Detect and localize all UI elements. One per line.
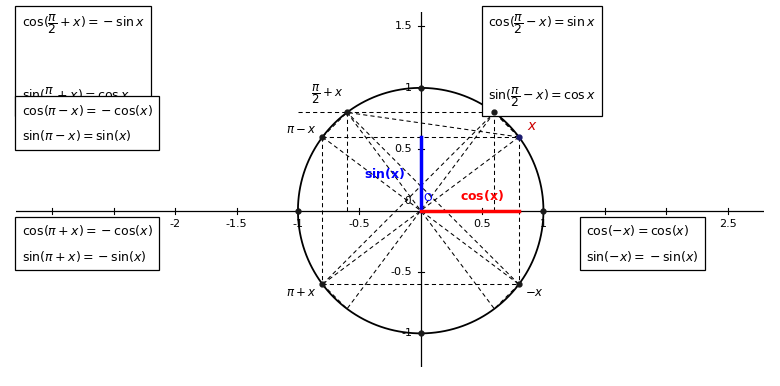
Text: $\cos(\dfrac{\pi}{2}+x)=-\sin x$

$\sin(\dfrac{\pi}{2}+x)=\cos x$: $\cos(\dfrac{\pi}{2}+x)=-\sin x$ $\sin(\… xyxy=(22,12,145,109)
Text: $\cos(\pi-x)=-\cos(x)$
$\sin(\pi-x)=\sin(x)$: $\cos(\pi-x)=-\cos(x)$ $\sin(\pi-x)=\sin… xyxy=(22,103,153,143)
Text: -1.5: -1.5 xyxy=(225,219,247,229)
Text: 0.5: 0.5 xyxy=(473,219,491,229)
Text: $\cos(\pi+x)=-\cos(x)$
$\sin(\pi+x)=-\sin(x)$: $\cos(\pi+x)=-\cos(x)$ $\sin(\pi+x)=-\si… xyxy=(22,223,153,264)
Text: $\mathbf{cos(x)}$: $\mathbf{cos(x)}$ xyxy=(460,188,504,203)
Text: 1: 1 xyxy=(540,219,547,229)
Text: -2.5: -2.5 xyxy=(103,219,125,229)
Text: $\dfrac{\pi}{2}+x$: $\dfrac{\pi}{2}+x$ xyxy=(311,83,343,106)
Text: $\pi-x$: $\pi-x$ xyxy=(285,123,317,136)
Text: 2: 2 xyxy=(663,219,670,229)
Text: -1: -1 xyxy=(401,328,412,339)
Text: -1: -1 xyxy=(292,219,303,229)
Text: 0: 0 xyxy=(404,196,411,206)
Text: O: O xyxy=(423,193,432,203)
Text: 0.5: 0.5 xyxy=(395,144,412,154)
Text: $\cos(-x)=\cos(x)$
$\sin(-x)=-\sin(x)$: $\cos(-x)=\cos(x)$ $\sin(-x)=-\sin(x)$ xyxy=(587,223,699,264)
Text: 1.5: 1.5 xyxy=(395,22,412,32)
Text: $x$: $x$ xyxy=(527,119,538,133)
Text: -0.5: -0.5 xyxy=(349,219,370,229)
Text: $-x$: $-x$ xyxy=(525,286,544,298)
Text: -3: -3 xyxy=(47,219,58,229)
Text: -2: -2 xyxy=(169,219,181,229)
Text: $\pi+x$: $\pi+x$ xyxy=(285,286,317,298)
Text: $\cos(\dfrac{\pi}{2}-x)=\sin x$

$\sin(\dfrac{\pi}{2}-x)=\cos x$: $\cos(\dfrac{\pi}{2}-x)=\sin x$ $\sin(\d… xyxy=(488,12,596,109)
Text: 1.5: 1.5 xyxy=(596,219,614,229)
Text: 1: 1 xyxy=(405,83,412,93)
Text: $\mathbf{sin(x)}$: $\mathbf{sin(x)}$ xyxy=(363,166,405,181)
Text: -0.5: -0.5 xyxy=(391,267,412,277)
Text: $\dfrac{\pi}{2}-x$: $\dfrac{\pi}{2}-x$ xyxy=(498,83,530,106)
Text: 2.5: 2.5 xyxy=(718,219,736,229)
